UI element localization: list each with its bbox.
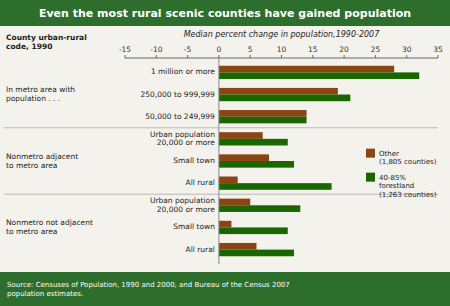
text-line: population . . . (6, 94, 60, 103)
text-line: 20,000 or more (157, 138, 215, 147)
bar (219, 183, 332, 190)
text-line: code, 1990 (6, 42, 52, 51)
tick-mark (125, 55, 126, 58)
text-line: 40-85% (379, 174, 406, 182)
text-line: to metro area (6, 227, 57, 236)
text-line: 250,000 to 999,999 (141, 90, 216, 99)
tick-mark (406, 55, 407, 58)
legend-label: Other(1,805 counties) (379, 150, 437, 167)
category-label: Urban population20,000 or more (150, 130, 215, 148)
bar (219, 154, 269, 161)
category-label: 250,000 to 999,999 (141, 90, 216, 99)
category-label: 50,000 to 249,999 (145, 112, 215, 121)
legend-label: 40-85%forestland(1,263 counties) (379, 174, 437, 199)
tick-label: -15 (119, 45, 131, 54)
text-line: Nonmetro adjacent (6, 152, 78, 161)
tick-label: 5 (248, 45, 253, 54)
tick-mark (218, 55, 219, 58)
title-bar (0, 0, 450, 26)
section-label: Nonmetro not adjacentto metro area (6, 218, 93, 236)
category-label: Small town (173, 156, 215, 165)
tick-mark (156, 55, 157, 58)
tick-mark (312, 55, 313, 58)
section-label: Nonmetro adjacentto metro area (6, 152, 78, 170)
subtitle: Median percent change in population,1990… (184, 30, 380, 39)
section-label: In metro area withpopulation . . . (6, 85, 75, 103)
chart: Even the most rural scenic counties have… (0, 0, 450, 306)
bar (219, 161, 294, 168)
section-separator (4, 194, 438, 195)
bar (219, 110, 307, 117)
tick-label: 10 (277, 45, 287, 54)
legend-swatch (366, 149, 375, 158)
text-line: County urban-rural (6, 33, 87, 42)
tick-mark (344, 55, 345, 58)
text-line: population estimates. (7, 289, 83, 297)
bar (219, 66, 394, 73)
bar (219, 177, 238, 184)
text-line: All rural (186, 245, 215, 254)
bar (219, 250, 294, 257)
text-line: All rural (186, 178, 215, 187)
text-line: to metro area (6, 161, 57, 170)
title: Even the most rural scenic counties have… (39, 7, 411, 20)
tick-mark (281, 55, 282, 58)
tick-label: 30 (402, 45, 412, 54)
category-label: All rural (186, 245, 215, 254)
bar (219, 95, 350, 102)
tick-label: 25 (371, 45, 381, 54)
bar (219, 139, 288, 146)
legend-swatch (366, 173, 375, 182)
tick-mark (250, 55, 251, 58)
bar (219, 205, 300, 212)
category-label: Small town (173, 222, 215, 231)
bar (219, 132, 263, 139)
zero-line (218, 58, 219, 264)
source: Source: Censuses of Population, 1990 and… (7, 280, 290, 297)
x-axis: -15 -10 -5 0 5 10 15 20 25 30 35 (119, 45, 443, 58)
tick-mark (375, 55, 376, 58)
bar (219, 199, 250, 206)
text-line: In metro area with (6, 85, 75, 94)
tick-mark (187, 55, 188, 58)
axis-label: County urban-ruralcode, 1990 (6, 33, 87, 51)
text-line: (1,805 counties) (379, 158, 437, 166)
bar (219, 227, 288, 234)
bar (219, 221, 232, 228)
category-label: Urban population20,000 or more (150, 196, 215, 214)
text-line: 50,000 to 249,999 (145, 112, 215, 121)
category-label: 1 million or more (151, 67, 215, 76)
legend: Other(1,805 counties)40-85%forestland(1,… (366, 149, 437, 199)
text-line: Small town (173, 156, 215, 165)
tick-label: -10 (150, 45, 162, 54)
text-line: (1,263 counties) (379, 191, 437, 199)
tick-label: 0 (217, 45, 222, 54)
text-line: Small town (173, 222, 215, 231)
category-label: All rural (186, 178, 215, 187)
background (0, 0, 450, 306)
tick-label: 35 (433, 45, 443, 54)
tick-label: -5 (184, 45, 192, 54)
section-separator (4, 127, 438, 128)
bar (219, 72, 419, 79)
text-line: Other (379, 150, 399, 158)
bar (219, 88, 338, 95)
text-line: forestland (379, 182, 414, 190)
tick-mark (438, 55, 439, 58)
source-bar (0, 272, 450, 306)
text-line: 20,000 or more (157, 205, 215, 214)
text-line: Nonmetro not adjacent (6, 218, 93, 227)
tick-label: 20 (339, 45, 349, 54)
text-line: 1 million or more (151, 67, 215, 76)
tick-label: 15 (308, 45, 318, 54)
text-line: Source: Censuses of Population, 1990 and… (7, 280, 290, 288)
bar (219, 243, 257, 250)
bar (219, 117, 307, 124)
